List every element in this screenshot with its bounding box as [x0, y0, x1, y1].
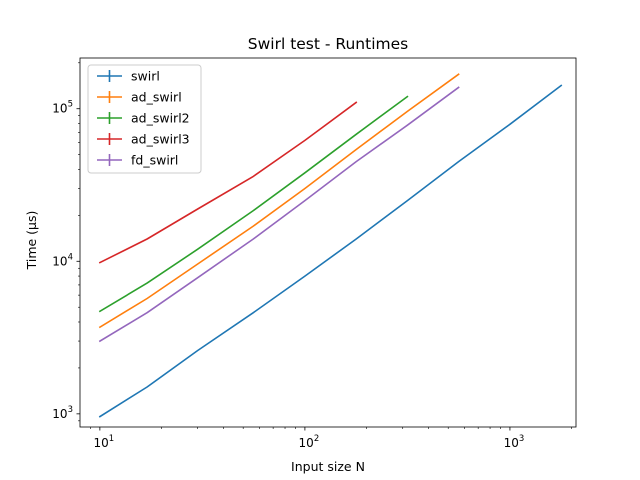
series-line-ad_swirl2 — [98, 95, 409, 313]
y-tick-label-0: 103 — [52, 405, 73, 421]
legend-label-ad_swirl2: ad_swirl2 — [131, 111, 190, 126]
axes-frame — [79, 57, 577, 428]
chart-title: Swirl test - Runtimes — [248, 35, 408, 53]
series-line-ad_swirl — [98, 73, 460, 329]
x-axis-label: Input size N — [291, 459, 365, 474]
series-line-fd_swirl — [98, 86, 460, 343]
x-tick-label-1-exponent: 2 — [314, 434, 319, 444]
series-line-swirl — [98, 84, 563, 418]
legend-label-swirl: swirl — [131, 69, 160, 84]
x-tick-label-0-base: 10 — [94, 436, 109, 450]
y-tick-label-1: 104 — [52, 252, 73, 268]
y-tick-label-2-exponent: 5 — [68, 100, 73, 110]
x-tick-label-1-base: 10 — [299, 436, 314, 450]
y-tick-label-0-base: 10 — [52, 407, 67, 421]
legend-label-ad_swirl: ad_swirl — [131, 90, 182, 105]
plot-area: 101 102 103103104105swirlad_swirlad_swirl2… — [52, 57, 577, 450]
legend-label-ad_swirl3: ad_swirl3 — [131, 132, 190, 147]
x-tick-label-0-exponent: 1 — [109, 434, 114, 444]
x-tick-label-2-exponent: 3 — [519, 434, 524, 444]
x-tick-label-2: 103 — [504, 434, 525, 450]
y-tick-label-1-base: 10 — [52, 254, 67, 268]
series-line-ad_swirl3 — [98, 101, 358, 264]
y-axis-label: Time (µs) — [24, 211, 39, 271]
legend-box — [87, 64, 202, 174]
x-tick-label-2-base: 10 — [504, 436, 519, 450]
legend: swirl ad_swirl ad_swirl2 ad_swirl3 fd_swirl — [87, 64, 202, 174]
x-tick-label-0: 101 — [94, 434, 115, 450]
y-tick-label-2-base: 10 — [52, 102, 67, 116]
y-tick-label-0-exponent: 3 — [68, 405, 73, 415]
y-tick-label-2: 105 — [52, 100, 73, 116]
legend-label-fd_swirl: fd_swirl — [131, 153, 178, 168]
y-tick-label-1-exponent: 4 — [68, 252, 73, 262]
x-tick-label-1: 102 — [299, 434, 320, 450]
